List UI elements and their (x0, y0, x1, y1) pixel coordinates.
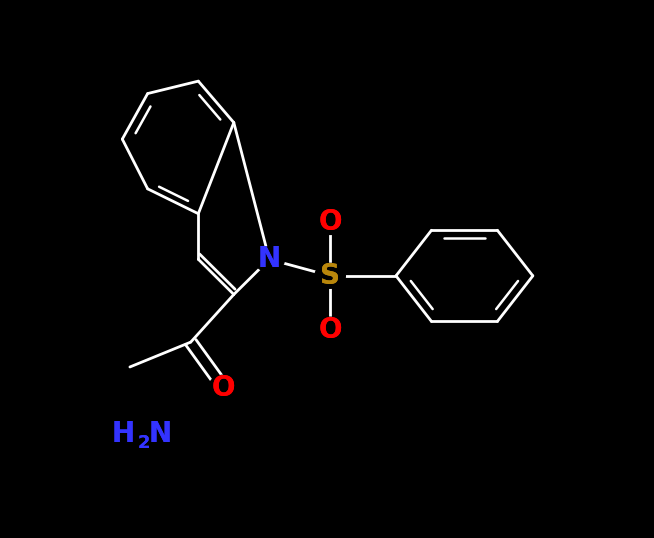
Text: O: O (318, 316, 342, 344)
Text: O: O (318, 208, 342, 236)
Text: N: N (258, 245, 281, 273)
Text: S: S (320, 262, 340, 290)
Text: N: N (148, 420, 171, 448)
Text: N: N (258, 245, 281, 273)
Text: O: O (318, 208, 342, 236)
Text: O: O (212, 374, 235, 402)
Circle shape (315, 317, 345, 342)
Text: N: N (148, 420, 171, 448)
Circle shape (315, 264, 345, 288)
Circle shape (315, 209, 345, 235)
Text: O: O (318, 316, 342, 344)
Text: H: H (112, 420, 135, 448)
Text: S: S (320, 262, 340, 290)
Circle shape (209, 376, 239, 400)
Text: O: O (212, 374, 235, 402)
Text: H: H (112, 420, 135, 448)
Text: 2: 2 (137, 434, 150, 452)
Circle shape (254, 247, 284, 272)
Circle shape (120, 416, 162, 451)
Text: 2: 2 (137, 434, 150, 452)
